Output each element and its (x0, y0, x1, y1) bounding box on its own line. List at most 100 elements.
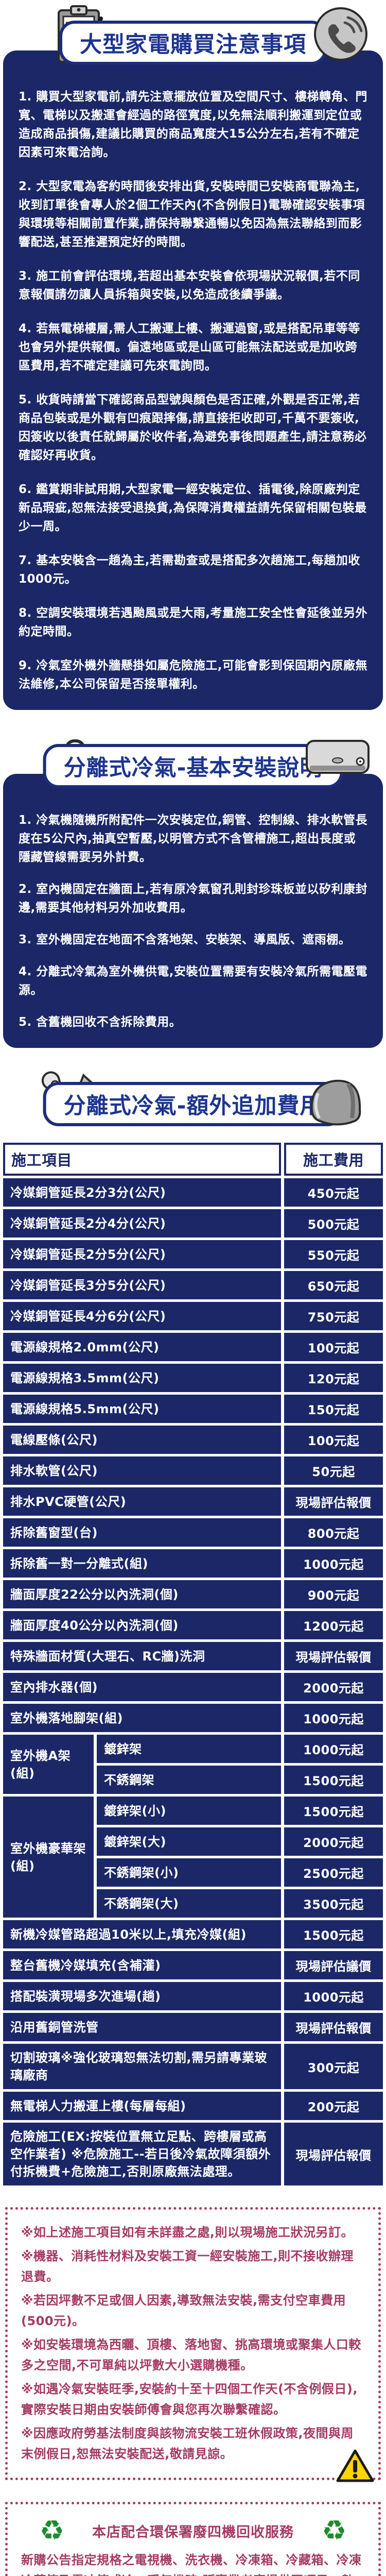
fee-price-cell: 800元起 (284, 1518, 383, 1547)
fee-price-cell: 100元起 (284, 1426, 383, 1454)
note-line: ※如上述施工項目如有未詳盡之處,則以現場施工狀況另訂。 (21, 2225, 354, 2240)
fee-item-cell: 鍍鋅架(大) (97, 1827, 281, 1856)
fee-table-row: 拆除舊窗型(台) 800元起 (3, 1518, 383, 1547)
fee-price-cell: 2000元起 (284, 1827, 383, 1856)
fee-item-cell: 鍍鋅架 (97, 1735, 281, 1763)
section3-title: 分離式冷氣-額外追加費用 (43, 1082, 343, 1126)
fee-item-cell: 電源線規格2.0mm(公尺) (3, 1333, 281, 1361)
fee-item-cell: 整台舊機冷媒填充(含補灌) (3, 1951, 281, 1979)
fee-table-row: 冷媒銅管延長2分5分(公尺) 550元起 (3, 1240, 383, 1268)
note-line: ※因應政府勞基法制度與該物流安裝工班休假政策,夜間與周末例假日,恕無法安裝配送,… (21, 2426, 354, 2461)
fee-table-header-fee: 施工費用 (284, 1143, 383, 1176)
purchase-notice-item: 9. 冷氣室外機外牆懸掛如屬危險施工,可能會影到保固期內原廠無法維修,本公司保留… (19, 659, 367, 691)
notes-box: ※如上述施工項目如有未詳盡之處,則以現場施工狀況另訂。 ※機器、消耗性材料及安裝工… (5, 2207, 381, 2482)
recycle-title: 本店配合環保署廢四機回收服務 (92, 2524, 294, 2540)
install-notice-item: 4. 分離式冷氣為室外機供電,安裝位置需要有安裝冷氣所需電壓電源。 (19, 965, 367, 997)
note-line: ※若因坪數不足或個人因素,導致無法安裝,需支付空車費用(500元)。 (21, 2293, 346, 2328)
note-line: ※如安裝環境為西曬、頂樓、落地窗、挑高環境或聚集人口較多之空間,不可單純以坪數大… (21, 2337, 361, 2372)
fee-table-body: 冷媒銅管延長2分3分(公尺) 450元起 冷媒銅管延長2分4分(公尺) 500元起 冷媒… (3, 1178, 383, 2185)
section1-header: 大型家電購買注意事項 (0, 0, 386, 73)
fee-price-cell: 1000元起 (284, 1704, 383, 1732)
fee-price-cell: 100元起 (284, 1333, 383, 1361)
spacer (0, 710, 386, 723)
fee-price-cell: 150元起 (284, 1395, 383, 1423)
fee-item-cell: 室外機落地腳架(組) (3, 1704, 281, 1732)
fee-table-row: 危險施工(EX:按裝位置無立足點、跨樓層或高空作業者) ※危險施工--若日後冷氣… (3, 2123, 383, 2185)
fee-item-cell: 拆除舊一對一分離式(組) (3, 1549, 281, 1578)
fee-table-row: 室外機落地腳架(組) 1000元起 (3, 1704, 383, 1732)
recycle-body-text: 新購公告指定規格之電視機、洗衣機、冷凍箱、冷藏箱、冷凍冷藏箱及電冰箱或冷、暖氣機… (21, 2553, 362, 2576)
section2-header: 分離式冷氣-基本安裝說明 (0, 723, 386, 796)
fee-item-cell: 危險施工(EX:按裝位置無立足點、跨樓層或高空作業者) ※危險施工--若日後冷氣… (3, 2123, 281, 2185)
fee-price-cell: 750元起 (284, 1302, 383, 1330)
fee-item-cell: 鍍鋅架(小) (97, 1797, 281, 1825)
section1-panel: 1. 購買大型家電前,請先注意擺放位置及空間尺寸、樓梯轉角、門寬、電梯以及搬運會… (3, 50, 383, 710)
fee-table-row: 排水軟管(公尺) 50元起 (3, 1456, 383, 1485)
fee-price-cell: 50元起 (284, 1456, 383, 1485)
fee-item-cell: 牆面厚度22公分以內洗洞(個) (3, 1580, 281, 1608)
fee-item-cell: 冷媒銅管延長2分3分(公尺) (3, 1178, 281, 1207)
purchase-notice-item: 4. 若無電梯樓層,需人工搬運上樓、搬運過窗,或是搭配吊車等等也會另外提供報價。… (19, 322, 360, 372)
fee-item-cell: 切割玻璃※強化玻璃恕無法切割,需另請專業玻璃廠商 (3, 2044, 281, 2089)
fee-table-row: 冷媒銅管延長4分6分(公尺) 750元起 (3, 1302, 383, 1330)
fee-item-cell: 牆面厚度40公分以內洗洞(個) (3, 1611, 281, 1639)
install-notice-item: 5. 含舊機回收不含拆除費用。 (19, 1015, 182, 1029)
fee-price-cell: 1500元起 (284, 1766, 383, 1794)
fee-table-row: 電源線規格5.5mm(公尺) 150元起 (3, 1395, 383, 1423)
fee-price-cell: 2000元起 (284, 1673, 383, 1701)
fee-table-row: 冷媒銅管延長2分3分(公尺) 450元起 (3, 1178, 383, 1207)
install-notice-item: 3. 室外機固定在地面不含落地架、安裝架、導風版、遮雨棚。 (19, 933, 351, 946)
fee-item-cell: 冷媒銅管延長2分4分(公尺) (3, 1209, 281, 1238)
ac-unit-icon (305, 737, 371, 782)
fee-item-cell: 不銹鋼架(大) (97, 1889, 281, 1918)
recycle-box: ♻ 本店配合環保署廢四機回收服務 ♻ 新購公告指定規格之電視機、洗衣機、冷凍箱、… (5, 2502, 381, 2576)
fee-item-cell: 搭配裝潢現場多次進場(趟) (3, 1982, 281, 2010)
fee-item-cell: 排水軟管(公尺) (3, 1456, 281, 1485)
section2-title: 分離式冷氣-基本安裝說明 (43, 744, 343, 788)
fee-price-cell: 300元起 (284, 2044, 383, 2089)
fee-price-cell: 現場評估報價 (284, 1487, 383, 1516)
fee-table-header-item: 施工項目 (3, 1143, 281, 1176)
note-line: ※如遇冷氣安裝旺季,安裝約十至十四個工作天(不含例假日),實際安裝日期由安裝師傅… (21, 2382, 358, 2417)
fee-item-cell: 不銹鋼架 (97, 1766, 281, 1794)
fee-item-cell: 冷媒銅管延長2分5分(公尺) (3, 1240, 281, 1268)
fee-table-row: 冷媒銅管延長2分4分(公尺) 500元起 (3, 1209, 383, 1238)
fee-item-cell: 拆除舊窗型(台) (3, 1518, 281, 1547)
fee-table-group-row: 室外機A架(組) 鍍鋅架 1000元起 不銹鋼架 1500元起 (3, 1735, 383, 1794)
fee-item-cell: 沿用舊銅管洗管 (3, 2013, 281, 2041)
fee-price-cell: 現場評估報價 (284, 1642, 383, 1670)
fee-table-row: 無電梯人力搬運上樓(每層每組) 200元起 (3, 2092, 383, 2120)
fee-table-group-row: 室外機豪華架(組) 鍍鋅架(小) 1500元起 鍍鋅架(大) 2000元起 不銹鋼架(小)… (3, 1797, 383, 1918)
fee-table-row: 排水PVC硬管(公尺) 現場評估報價 (3, 1487, 383, 1516)
section1-title: 大型家電購買注意事項 (59, 21, 327, 65)
fee-item-cell: 新機冷媒管路超過10米以上,填充冷媒(組) (3, 1920, 281, 1948)
fee-price-cell: 現場評估議價 (284, 1951, 383, 1979)
recycle-header: ♻ 本店配合環保署廢四機回收服務 ♻ (21, 2517, 365, 2545)
fee-price-cell: 900元起 (284, 1580, 383, 1608)
section3-header: 分離式冷氣-額外追加費用 (0, 1061, 386, 1134)
fee-table-row: 電源線規格3.5mm(公尺) 120元起 (3, 1364, 383, 1392)
fee-price-cell: 550元起 (284, 1240, 383, 1268)
fee-table-row: 電線壓條(公尺) 100元起 (3, 1426, 383, 1454)
fee-table-row: 室內排水器(個) 2000元起 (3, 1673, 383, 1701)
fee-item-cell: 排水PVC硬管(公尺) (3, 1487, 281, 1516)
fee-group-label: 室外機豪華架(組) (3, 1797, 94, 1918)
purchase-notice-item: 2. 大型家電為客約時間後安排出貨,安裝時間已安裝商電聯為主,收到訂單後會專人於… (19, 180, 365, 249)
fee-table-row: 拆除舊一對一分離式(組) 1000元起 (3, 1549, 383, 1578)
spacer (0, 1048, 386, 1061)
fee-table-row: 牆面厚度22公分以內洗洞(個) 900元起 (3, 1580, 383, 1608)
fee-item-cell: 特殊牆面材質(大理石、RC牆)洗洞 (3, 1642, 281, 1670)
fee-table-header: 施工項目 施工費用 (3, 1143, 383, 1176)
recycle-icon: ♻ (39, 2514, 64, 2547)
note-line: ※機器、消耗性材料及安裝工資一經安裝施工,則不接收辦理退費。 (21, 2249, 354, 2284)
warning-icon (336, 2449, 374, 2485)
fee-price-cell: 1500元起 (284, 1797, 383, 1825)
install-notice-item: 2. 室內機固定在牆面上,若有原冷氣窗孔則封珍珠板並以矽利康封邊,需要其他材料另… (19, 883, 367, 914)
fee-item-cell: 冷媒銅管延長4分6分(公尺) (3, 1302, 281, 1330)
fee-price-cell: 1000元起 (284, 1735, 383, 1763)
helmet-icon (305, 1073, 365, 1128)
purchase-notice-item: 8. 空調安裝環境若遇颱風或是大雨,考量施工安全性會延後並另外約定時間。 (19, 606, 367, 638)
fee-table-row: 新機冷媒管路超過10米以上,填充冷媒(組) 1500元起 (3, 1920, 383, 1948)
fee-price-cell: 2500元起 (284, 1858, 383, 1887)
